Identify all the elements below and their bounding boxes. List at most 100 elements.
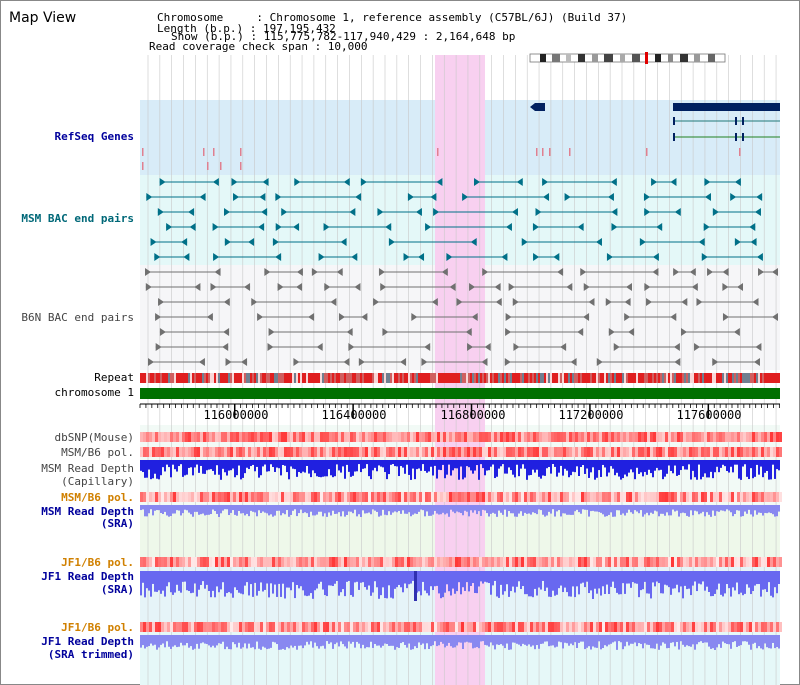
ideogram-band: [566, 54, 571, 62]
track-label-dbsnp[interactable]: dbSNP(Mouse): [54, 431, 134, 444]
msm-capillary-depth-bar: [142, 460, 144, 473]
repeat-block: [592, 373, 594, 383]
msm-capillary-depth-bar: [630, 460, 632, 470]
jf1-sra-depth-bar: [474, 571, 476, 593]
jf1-trimmed-depth-bar: [242, 635, 244, 648]
repeat-block: [606, 373, 608, 383]
jf1-sra-depth-bar: [446, 571, 448, 585]
msm-b6-pol-cell: [488, 492, 491, 502]
msm-b6-pol-cell: [593, 447, 596, 457]
jf1-trimmed-depth-bar: [658, 635, 660, 650]
jf1-sra-depth-bar: [620, 571, 622, 595]
track-label-refseq[interactable]: RefSeq Genes: [54, 130, 134, 143]
repeat-block: [608, 373, 610, 383]
jf1-sra-depth-bar: [384, 571, 386, 598]
msm-b6-pol-cell: [614, 447, 617, 457]
track-label-chromosome[interactable]: chromosome 1: [54, 386, 134, 399]
dbsnp-cell: [167, 432, 170, 442]
jf1-b6-pol-cell: [428, 557, 431, 567]
repeat-block: [464, 373, 466, 383]
msm-sra-depth-bar: [162, 505, 164, 515]
msm-capillary-depth-bar: [530, 460, 532, 476]
jf1-sra-depth-bar: [640, 571, 642, 591]
jf1-trimmed-depth-bar: [178, 635, 180, 647]
track-label-repeat[interactable]: Repeat: [94, 371, 134, 384]
jf1-trimmed-depth-bar: [604, 635, 606, 646]
jf1-sra-depth-bar: [348, 571, 350, 581]
msm-sra-depth-bar: [196, 505, 198, 512]
repeat-block: [620, 373, 622, 383]
dbsnp-cell: [329, 432, 332, 442]
msm-b6-pol-cell: [374, 492, 377, 502]
msm-b6-pol-cell: [596, 492, 599, 502]
jf1-trimmed-depth-bar: [630, 635, 632, 644]
track-label-msm-depth-cap[interactable]: MSM Read Depth: [41, 462, 134, 475]
msm-capillary-depth-bar: [236, 460, 238, 476]
msm-b6-pol-cell: [626, 447, 629, 457]
msm-capillary-depth-bar: [704, 460, 706, 474]
jf1-trimmed-depth-bar: [400, 635, 402, 644]
msm-capillary-depth-bar: [726, 460, 728, 472]
msm-b6-pol-cell: [686, 492, 689, 502]
repeat-block: [376, 373, 378, 383]
dbsnp-cell: [428, 432, 431, 442]
dbsnp-cell: [587, 432, 590, 442]
msm-b6-pol-cell: [392, 492, 395, 502]
jf1-b6-pol-cell: [674, 622, 677, 632]
jf1-trimmed-depth-bar: [344, 635, 346, 647]
track-label-msm-bac[interactable]: MSM BAC end pairs: [21, 212, 134, 225]
jf1-sra-depth-bar: [274, 571, 276, 585]
track-label-msm-b6-pol[interactable]: MSM/B6 pol.: [61, 446, 134, 459]
repeat-block: [206, 373, 208, 383]
msm-sra-depth-bar: [660, 505, 662, 514]
msm-capillary-depth-bar: [292, 460, 294, 469]
msm-b6-pol-cell: [581, 447, 584, 457]
dbsnp-cell: [638, 432, 641, 442]
track-label-b6n-bac[interactable]: B6N BAC end pairs: [21, 311, 134, 324]
b6n-bac-pair-end: [348, 343, 355, 351]
jf1-sra-depth-bar: [756, 571, 758, 585]
msm-capillary-depth-bar: [388, 460, 390, 475]
jf1-sra-depth-bar: [350, 571, 352, 596]
jf1-sra-depth-bar: [282, 571, 284, 584]
track-label-jf1-b6-pol[interactable]: JF1/B6 pol.: [61, 556, 134, 569]
jf1-trimmed-depth-bar: [192, 635, 194, 650]
msm-sra-depth-bar: [608, 505, 610, 515]
repeat-block: [182, 373, 184, 383]
jf1-b6-pol-cell: [455, 557, 458, 567]
track-label-msm-depth-sra[interactable]: MSM Read Depth: [41, 505, 134, 518]
repeat-block: [388, 373, 390, 383]
repeat-block: [178, 373, 180, 383]
jf1-b6-pol-cell: [161, 622, 164, 632]
jf1-b6-pol-cell: [629, 557, 632, 567]
msm-b6-pol-cell: [215, 447, 218, 457]
msm-b6-pol-cell: [341, 492, 344, 502]
msm-sra-depth-bar: [488, 505, 490, 517]
track-label-jf1-depth-sra[interactable]: JF1 Read Depth: [41, 570, 134, 583]
jf1-sra-depth-bar: [162, 571, 164, 591]
b6n-bac-pair-end: [733, 328, 740, 336]
jf1-b6-pol-cell: [455, 622, 458, 632]
b6n-bac-pair-end: [194, 283, 201, 291]
repeat-block: [682, 373, 684, 383]
jf1-b6-pol-cell: [272, 557, 275, 567]
msm-sra-depth-bar: [364, 505, 366, 514]
msm-capillary-depth-bar: [362, 460, 364, 469]
track-label-msm-b6-pol-2[interactable]: MSM/B6 pol.: [61, 491, 134, 504]
track-label-jf1-b6-pol-2[interactable]: JF1/B6 pol.: [61, 621, 134, 634]
jf1-sra-depth-bar: [644, 571, 646, 582]
track-label-jf1-depth-trim[interactable]: JF1 Read Depth: [41, 635, 134, 648]
msm-sra-depth-bar: [676, 505, 678, 511]
msm-capillary-depth-bar: [602, 460, 604, 465]
jf1-sra-depth-bar: [268, 571, 270, 598]
msm-b6-pol-cell: [743, 492, 746, 502]
repeat-block: [552, 373, 554, 383]
jf1-trimmed-depth-bar: [614, 635, 616, 642]
jf1-sra-depth-bar: [636, 571, 638, 584]
b6n-bac-pair-end: [512, 298, 519, 306]
b6n-bac-pair-end: [608, 328, 615, 336]
msm-b6-pol-cell: [629, 447, 632, 457]
repeat-block: [366, 373, 368, 383]
msm-sra-depth-bar: [496, 505, 498, 517]
